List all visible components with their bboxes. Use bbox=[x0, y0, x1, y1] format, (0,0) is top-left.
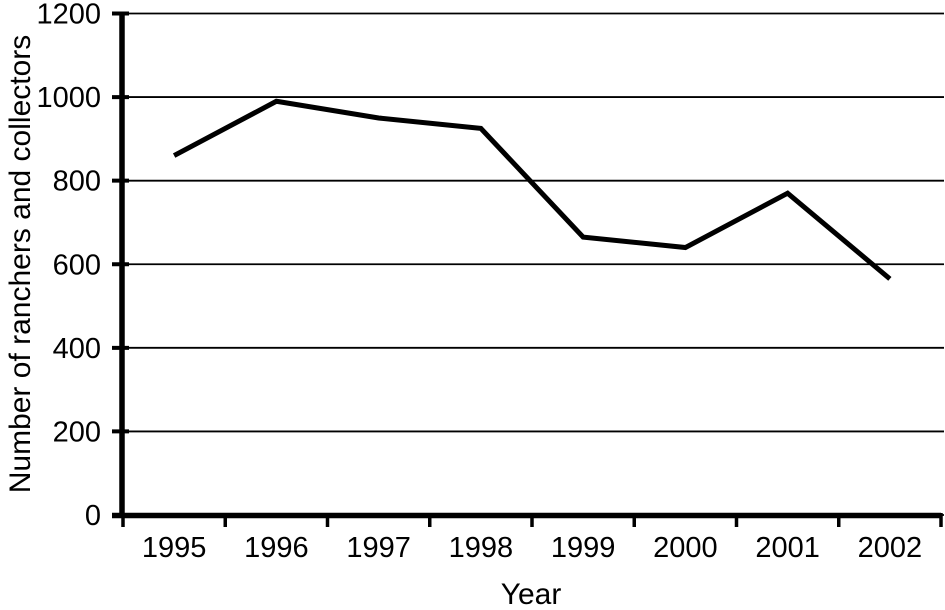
axis-ticks bbox=[112, 11, 943, 527]
x-tick-label: 2002 bbox=[858, 532, 923, 564]
y-tick-label: 1200 bbox=[36, 0, 101, 31]
x-tick-label: 1996 bbox=[244, 532, 309, 564]
y-tick-label: 800 bbox=[53, 166, 101, 198]
y-tick-labels: 0 200 400 600 800 1000 1200 bbox=[36, 0, 101, 532]
x-tick-label: 2000 bbox=[653, 532, 718, 564]
y-tick-label: 0 bbox=[85, 500, 101, 532]
x-tick-label: 1999 bbox=[551, 532, 616, 564]
y-tick-label: 200 bbox=[53, 416, 101, 448]
y-tick-label: 1000 bbox=[36, 82, 101, 114]
x-axis-title: Year bbox=[500, 578, 562, 610]
gridlines bbox=[123, 12, 944, 516]
y-tick-label: 600 bbox=[53, 249, 101, 281]
x-tick-label: 2001 bbox=[755, 532, 820, 564]
x-tick-label: 1998 bbox=[449, 532, 514, 564]
x-tick-labels: 1995 1996 1997 1998 1999 2000 2001 2002 bbox=[142, 532, 922, 564]
x-tick-label: 1997 bbox=[346, 532, 411, 564]
y-tick-label: 400 bbox=[53, 333, 101, 365]
x-tick-label: 1995 bbox=[142, 532, 207, 564]
data-line-series bbox=[172, 98, 892, 281]
y-axis-title: Number of ranchers and collectors bbox=[4, 34, 37, 494]
